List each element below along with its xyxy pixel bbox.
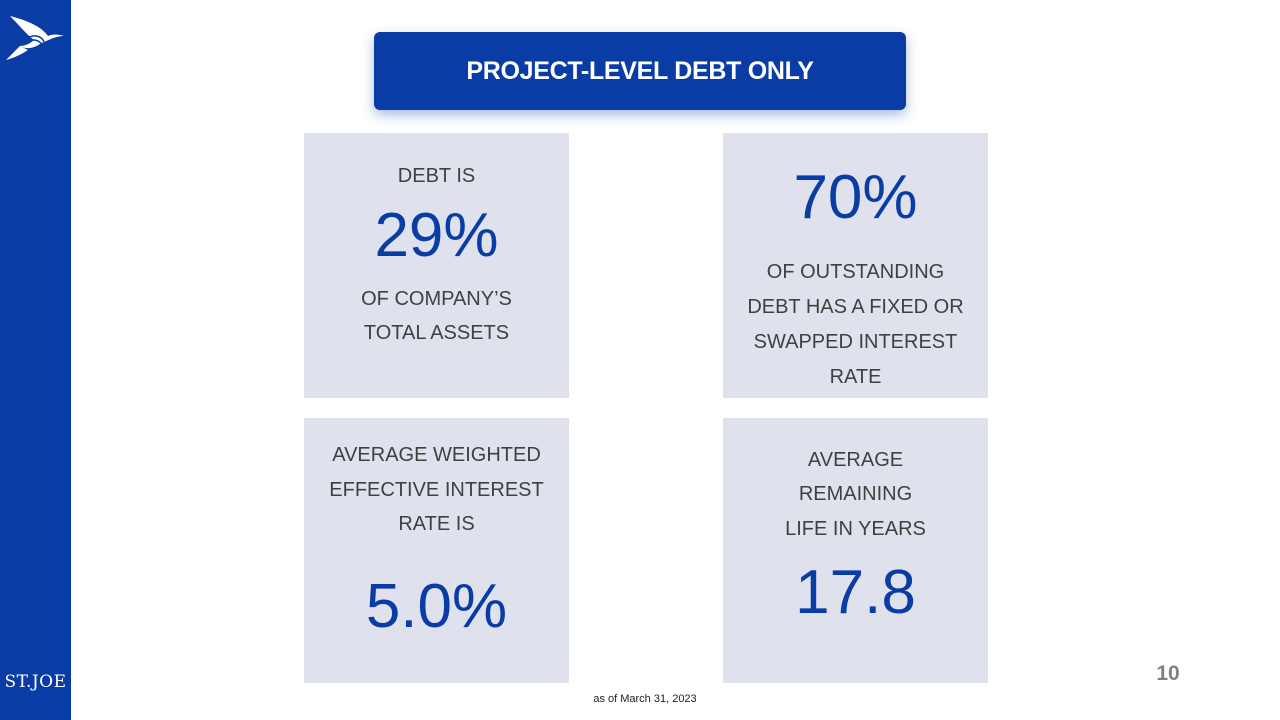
page-number: 10 — [1156, 662, 1180, 685]
card-label: DEBT IS — [397, 165, 476, 187]
card-label: TOTAL ASSETS — [363, 322, 510, 344]
remaining-life-value: 17.8 — [795, 558, 916, 627]
interest-rate-card: AVERAGE WEIGHTED EFFECTIVE INTEREST RATE… — [304, 418, 569, 683]
page-title: PROJECT-LEVEL DEBT ONLY — [374, 32, 906, 110]
debt-ratio-card: DEBT IS 29% OF COMPANY’S TOTAL ASSETS — [304, 133, 569, 398]
interest-rate-value: 5.0% — [365, 572, 508, 641]
card-label: AVERAGE — [807, 449, 904, 471]
card-label: RATE IS — [398, 513, 475, 535]
footnote: as of March 31, 2023 — [593, 693, 697, 705]
card-label: RATE — [829, 366, 882, 388]
card-label: OF COMPANY’S — [361, 288, 512, 310]
card-label: LIFE IN YEARS — [785, 518, 926, 540]
bird-logo-icon — [6, 16, 64, 60]
fixed-rate-value: 70% — [793, 163, 918, 232]
card-label: SWAPPED INTEREST — [753, 331, 958, 353]
brand-wordmark: ST.JOE — [4, 672, 67, 692]
debt-ratio-value: 29% — [374, 201, 499, 270]
card-label: EFFECTIVE INTEREST — [329, 479, 544, 501]
remaining-life-card: AVERAGE REMAINING LIFE IN YEARS 17.8 — [723, 418, 988, 683]
card-label: OF OUTSTANDING — [766, 261, 945, 283]
card-label: AVERAGE WEIGHTED — [332, 444, 541, 466]
card-label: DEBT HAS A FIXED OR — [747, 296, 964, 318]
brand-sidebar: ST.JOE — [0, 0, 71, 720]
card-label: REMAINING — [798, 483, 913, 505]
fixed-rate-card: 70% OF OUTSTANDING DEBT HAS A FIXED OR S… — [723, 133, 988, 398]
